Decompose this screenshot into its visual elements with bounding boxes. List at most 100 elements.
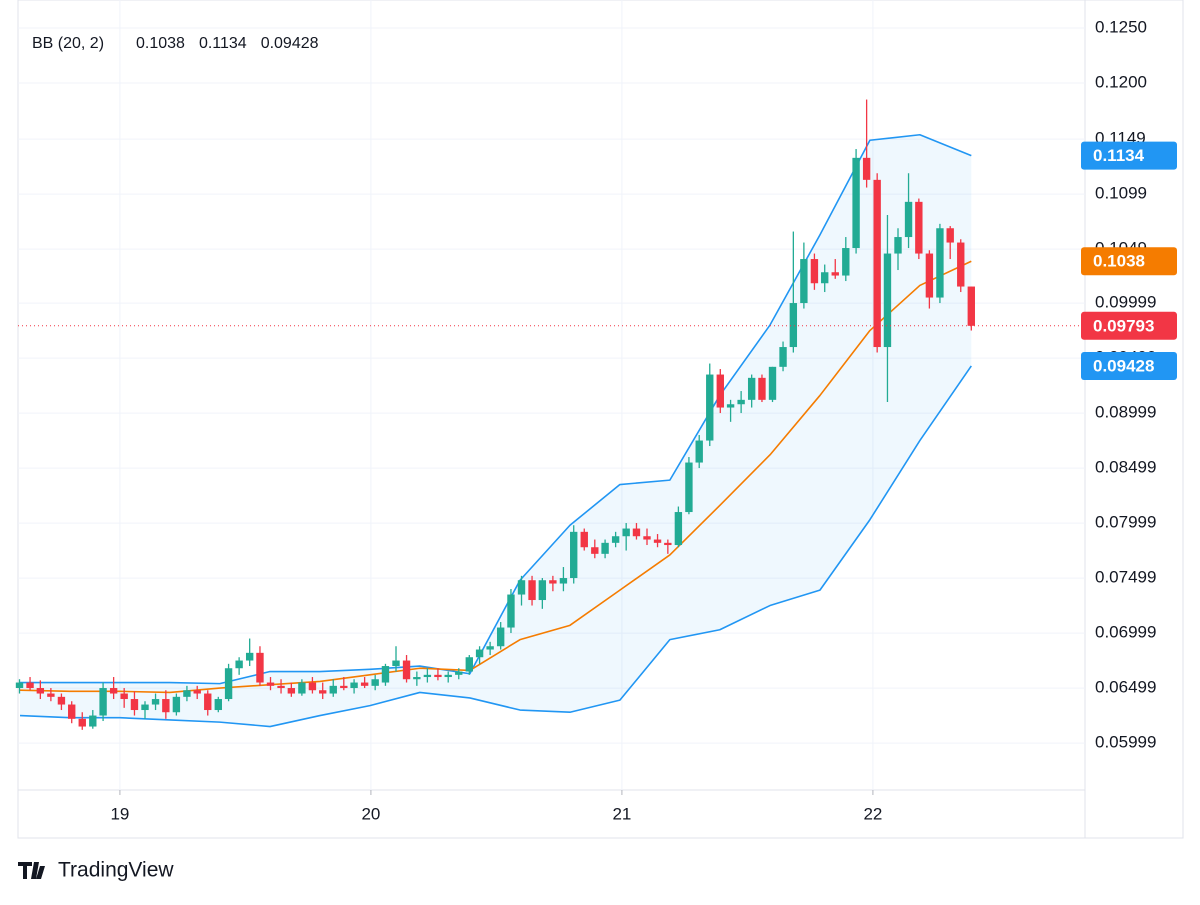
band-lower (19, 365, 972, 728)
candle-body (141, 704, 149, 711)
candle-body (779, 347, 787, 367)
candle-body (340, 685, 348, 689)
candle-body (674, 512, 683, 546)
grid (18, 0, 1085, 790)
candle-body (434, 674, 442, 678)
candle-body (256, 652, 264, 683)
candle-body (904, 201, 913, 238)
legend-upper-value: 0.1134 (199, 35, 247, 52)
candle-body (298, 682, 306, 694)
brand-name: TradingView (58, 859, 174, 882)
candle-body (653, 539, 662, 543)
candle-body (789, 303, 798, 348)
candle-body (862, 157, 871, 180)
y-tick-label: 0.08499 (1095, 458, 1156, 477)
candle-body (957, 242, 965, 287)
candle-body (695, 440, 703, 463)
candle-body (392, 660, 400, 667)
legend-basis-value: 0.1038 (136, 35, 185, 52)
x-tick-label: 21 (612, 804, 631, 823)
candle-body (475, 649, 484, 658)
y-tick-label: 0.07999 (1095, 513, 1156, 532)
y-tick-label: 0.08999 (1095, 403, 1156, 422)
candle-body (611, 536, 620, 543)
candle-body (413, 677, 421, 680)
y-tick-label: 0.1250 (1095, 18, 1147, 37)
candle-body (130, 699, 139, 711)
candle-body (821, 272, 829, 284)
x-tick-label: 19 (110, 804, 129, 823)
lower-price-badge: 0.09428 (1093, 356, 1154, 375)
candle-body (538, 580, 547, 601)
branding: TradingView (18, 859, 174, 882)
candle-body (329, 685, 337, 694)
candle-body (706, 374, 714, 441)
band-upper (20, 133, 972, 685)
candle-body (350, 682, 358, 689)
candle-body (716, 374, 724, 408)
candle-body (151, 699, 160, 705)
candle-body (162, 699, 170, 713)
candle-body (266, 682, 275, 686)
band-fill (20, 134, 972, 727)
candle-body (622, 528, 630, 537)
basis-price-badge: 0.1038 (1093, 252, 1145, 271)
candle-body (925, 253, 934, 298)
candle-body (570, 531, 578, 579)
candle-body (120, 693, 128, 700)
candle-body (319, 690, 327, 694)
candle-body (183, 690, 191, 697)
candle-body (883, 253, 892, 348)
candle-body (423, 674, 432, 678)
logo (18, 862, 45, 879)
candle-body (768, 366, 777, 400)
candle-body (26, 682, 34, 689)
candle-body (737, 399, 745, 405)
candle-body (517, 580, 526, 595)
candle-body (57, 696, 66, 705)
candle-body (402, 660, 411, 680)
legend-title: BB (20, 2) (32, 35, 104, 52)
candle-body (99, 688, 107, 716)
candle-body (465, 657, 473, 672)
candle-body (277, 685, 285, 689)
upper-price-badge-bg (1081, 141, 1177, 170)
x-tick-label: 20 (361, 804, 380, 823)
candle-body (360, 682, 369, 686)
candle-body (455, 671, 463, 675)
candle-body (559, 578, 568, 584)
candle-body (549, 580, 557, 584)
candle-body (946, 228, 954, 243)
candle-body (109, 688, 118, 694)
candle-body (601, 542, 609, 554)
candle-body (47, 693, 55, 697)
candle-body (873, 179, 881, 348)
y-tick-label: 0.1099 (1095, 184, 1147, 203)
y-tick-label: 0.07499 (1095, 568, 1156, 587)
candle-body (444, 674, 452, 678)
basis-price-badge-bg (1081, 247, 1177, 276)
candle-body (685, 462, 693, 513)
candle-body (68, 704, 76, 719)
candle-body (591, 547, 599, 554)
y-tick-label: 0.1200 (1095, 73, 1147, 92)
last-price-badge-bg (1081, 311, 1177, 340)
candle-body (89, 715, 97, 727)
candle-body (915, 201, 923, 254)
candle-body (831, 272, 839, 276)
candle-body (193, 690, 201, 694)
candle-body (381, 666, 390, 683)
legend-lower-value: 0.09428 (261, 35, 319, 52)
candle-body (486, 646, 494, 650)
candle-body (894, 237, 902, 254)
band-basis (19, 260, 972, 694)
frame (17, 0, 1184, 839)
y-tick-label: 0.09999 (1095, 293, 1156, 312)
candle-body (528, 580, 536, 601)
candle-body (842, 248, 850, 276)
candle-body (496, 627, 505, 647)
candle-body (172, 696, 181, 713)
y-tick-label: 0.06499 (1095, 678, 1156, 697)
candle-body (726, 404, 735, 408)
